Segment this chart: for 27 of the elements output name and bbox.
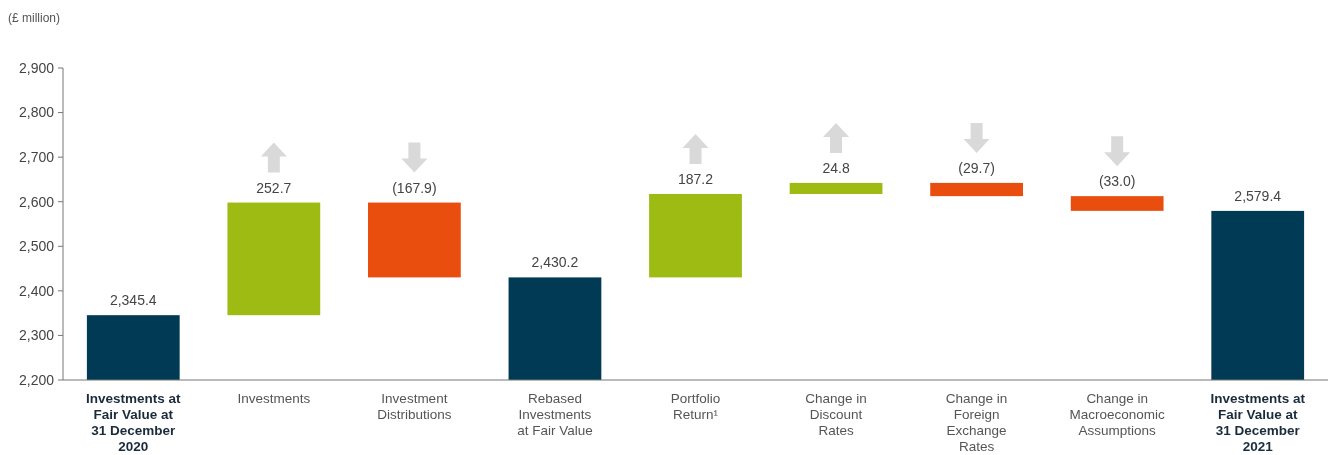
data-label: (29.7) — [958, 159, 995, 176]
y-tick-label: 2,200 — [18, 371, 55, 388]
y-tick-label: 2,500 — [18, 238, 55, 255]
data-label: 2,345.4 — [109, 292, 157, 309]
data-label: (33.0) — [1098, 173, 1136, 190]
x-tick-label: Investment Distributions — [377, 391, 452, 422]
y-tick-label: 2,600 — [18, 193, 55, 210]
data-label: 2,430.2 — [531, 254, 579, 271]
x-tick-label: Investments at Fair Value at 31 December 2020 — [86, 391, 182, 454]
x-tick-label: Change in Macroeconomic Assumptions — [1069, 391, 1166, 438]
data-label: 187.2 — [677, 170, 714, 187]
x-tick-label: Change in Foreign Exchange Rates — [945, 391, 1008, 454]
y-tick-label: 2,700 — [18, 149, 55, 166]
data-label: 252.7 — [256, 179, 292, 196]
x-tick-label: Change in Discount Rates — [805, 391, 867, 438]
y-tick-label: 2,800 — [18, 104, 55, 121]
data-label: 2,579.4 — [1234, 187, 1282, 204]
data-label: 24.8 — [822, 159, 850, 176]
y-tick-label: 2,300 — [18, 327, 55, 344]
x-tick-label: Investments — [237, 391, 311, 406]
x-tick-label: Investments at Fair Value at 31 December 2021 — [1210, 391, 1306, 454]
y-axis-title: (£ million) — [8, 11, 61, 25]
x-tick-label: Rebased Investments at Fair Value — [517, 391, 593, 438]
x-tick-label: Portfolio Return¹ — [670, 391, 721, 422]
data-label: (167.9) — [392, 179, 437, 196]
y-tick-label: 2,900 — [18, 59, 55, 76]
y-tick-label: 2,400 — [18, 282, 55, 299]
